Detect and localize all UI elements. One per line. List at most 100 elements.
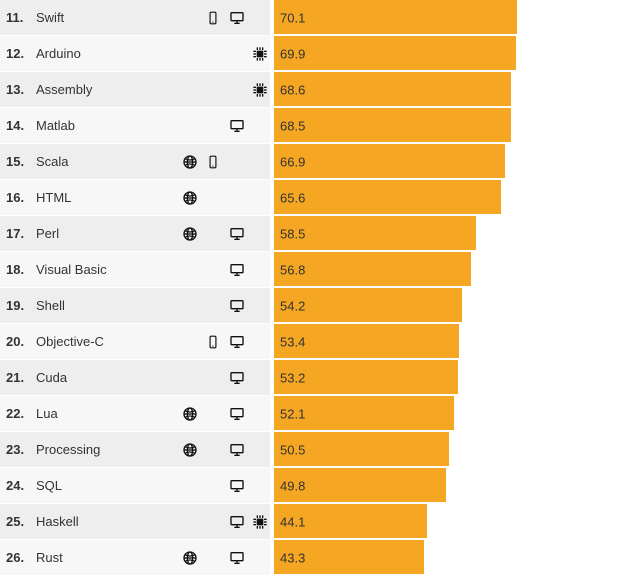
rank-label: 24. [6,478,34,493]
bar-cell: 50.5 [270,432,620,467]
value-label: 65.6 [280,190,305,205]
rank-label: 12. [6,46,34,61]
rank-label: 18. [6,262,34,277]
value-bar [274,180,501,214]
platform-icons [180,45,270,63]
embedded-icon [251,45,269,63]
value-label: 53.4 [280,334,305,349]
language-name: Matlab [34,118,180,133]
row-left-cell: 24.SQL [0,468,270,503]
web-icon [181,549,199,567]
table-row: 16.HTML65.6 [0,180,620,216]
bar-cell: 43.3 [270,540,620,575]
table-row: 22.Lua 52.1 [0,396,620,432]
platform-icons [180,549,270,567]
language-name: Objective-C [34,334,180,349]
table-row: 25.Haskell 44.1 [0,504,620,540]
rank-label: 21. [6,370,34,385]
language-name: Perl [34,226,180,241]
desktop-icon [228,117,246,135]
rank-label: 16. [6,190,34,205]
desktop-icon [228,297,246,315]
language-name: Arduino [34,46,180,61]
bar-cell: 66.9 [270,144,620,179]
bar-cell: 65.6 [270,180,620,215]
desktop-icon [228,369,246,387]
value-label: 70.1 [280,10,305,25]
rank-label: 15. [6,154,34,169]
value-label: 56.8 [280,262,305,277]
embedded-icon [251,81,269,99]
row-left-cell: 26.Rust [0,540,270,575]
table-row: 13.Assembly68.6 [0,72,620,108]
platform-icons [180,153,270,171]
language-name: Swift [34,10,180,25]
row-left-cell: 17.Perl [0,216,270,251]
value-label: 66.9 [280,154,305,169]
value-bar [274,144,505,178]
mobile-icon [204,9,222,27]
value-label: 68.5 [280,118,305,133]
table-row: 18.Visual Basic 56.8 [0,252,620,288]
value-label: 50.5 [280,442,305,457]
value-label: 49.8 [280,478,305,493]
value-label: 68.6 [280,82,305,97]
platform-icons [180,369,270,387]
row-left-cell: 11.Swift [0,0,270,35]
row-left-cell: 23.Processing [0,432,270,467]
value-bar [274,108,511,142]
table-row: 20.Objective-C 53.4 [0,324,620,360]
language-name: Assembly [34,82,180,97]
language-name: Rust [34,550,180,565]
platform-icons [180,225,270,243]
web-icon [181,153,199,171]
table-row: 21.Cuda 53.2 [0,360,620,396]
mobile-icon [204,333,222,351]
platform-icons [180,405,270,423]
language-name: Visual Basic [34,262,180,277]
platform-icons [180,117,270,135]
value-label: 52.1 [280,406,305,421]
language-name: Scala [34,154,180,169]
value-label: 44.1 [280,514,305,529]
table-row: 12.Arduino69.9 [0,36,620,72]
row-left-cell: 12.Arduino [0,36,270,71]
rank-label: 26. [6,550,34,565]
embedded-icon [251,513,269,531]
platform-icons [180,81,270,99]
bar-cell: 44.1 [270,504,620,539]
bar-cell: 69.9 [270,36,620,71]
platform-icons [180,513,270,531]
desktop-icon [228,549,246,567]
row-left-cell: 25.Haskell [0,504,270,539]
web-icon [181,405,199,423]
language-name: Cuda [34,370,180,385]
value-bar [274,0,517,34]
bar-cell: 49.8 [270,468,620,503]
bar-cell: 56.8 [270,252,620,287]
row-left-cell: 22.Lua [0,396,270,431]
row-left-cell: 15.Scala [0,144,270,179]
rank-label: 17. [6,226,34,241]
desktop-icon [228,261,246,279]
platform-icons [180,477,270,495]
desktop-icon [228,405,246,423]
row-left-cell: 18.Visual Basic [0,252,270,287]
platform-icons [180,441,270,459]
value-bar [274,72,511,106]
bar-cell: 53.4 [270,324,620,359]
desktop-icon [228,9,246,27]
rank-label: 23. [6,442,34,457]
bar-cell: 68.6 [270,72,620,107]
platform-icons [180,297,270,315]
bar-cell: 53.2 [270,360,620,395]
table-row: 17.Perl58.5 [0,216,620,252]
rank-label: 19. [6,298,34,313]
platform-icons [180,9,270,27]
mobile-icon [204,153,222,171]
rank-label: 20. [6,334,34,349]
desktop-icon [228,225,246,243]
rank-label: 22. [6,406,34,421]
bar-cell: 70.1 [270,0,620,35]
language-ranking-table: 11.Swift70.112.Arduino69.913.Assembly68.… [0,0,620,576]
